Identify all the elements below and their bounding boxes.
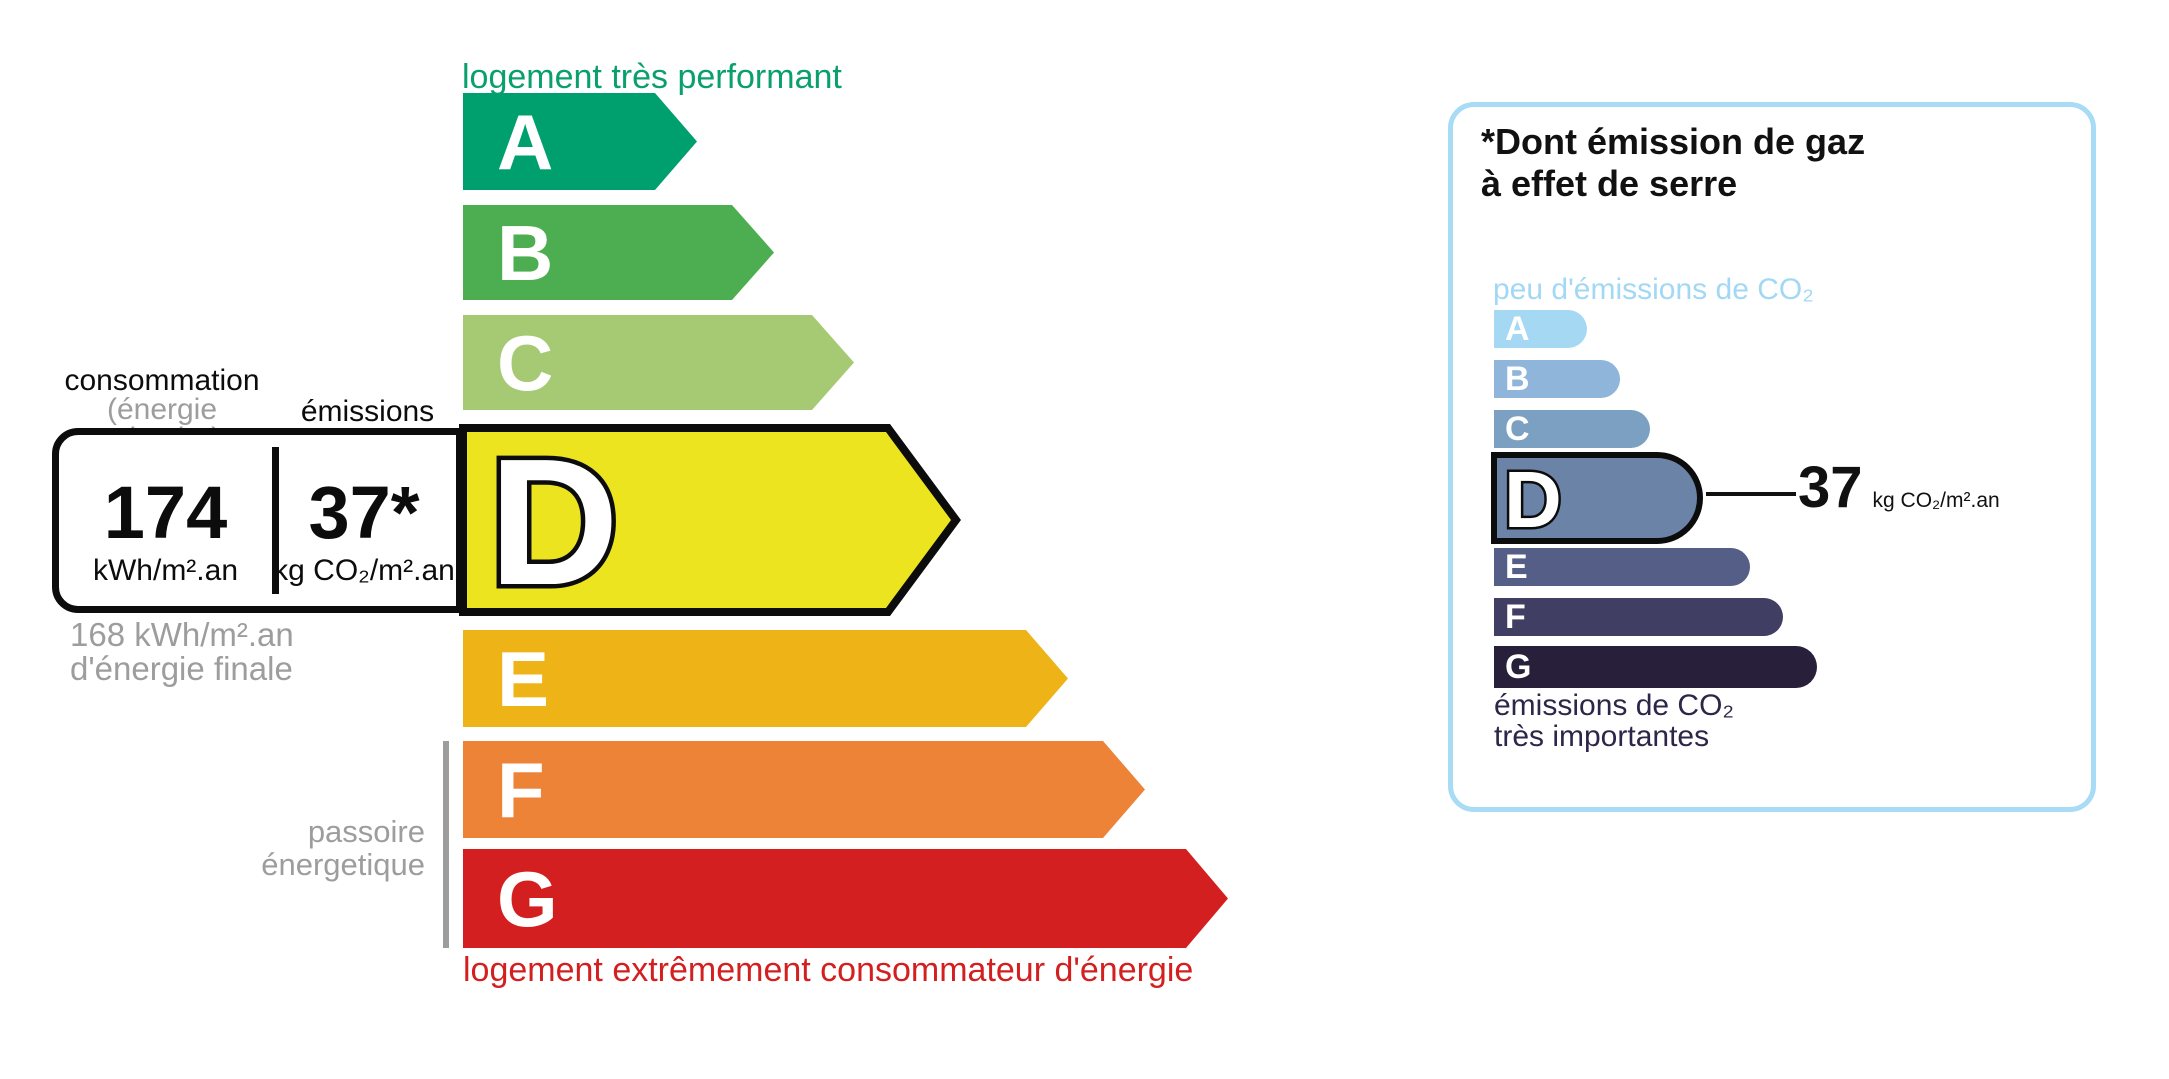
energy-class-letter-d: D — [489, 424, 619, 616]
primary-energy-unit: kWh/m².an — [92, 553, 239, 587]
co2-class-letter-g: G — [1505, 648, 1532, 686]
co2-class-letter-f: F — [1505, 598, 1526, 636]
final-energy-note: 168 kWh/m².an d'énergie finale — [70, 618, 294, 686]
co2-bottom-label-line2: très importantes — [1494, 720, 1710, 753]
energy-top-label: logement très performant — [462, 58, 842, 96]
co2-bottom-label: émissions de CO₂ très importantes — [1494, 690, 1734, 752]
co2-value-unit: kg CO₂/m².an — [1872, 489, 2000, 512]
energy-class-arrow-d — [459, 424, 961, 616]
emissions-header: émissions — [300, 395, 435, 428]
co2-class-bar-d-selected: D — [1491, 452, 1703, 544]
co2-panel-title-line2: à effet de serre — [1481, 163, 1738, 204]
passoire-label-line1: passoire — [307, 814, 425, 849]
energy-class-bar-c: C — [463, 315, 854, 410]
co2-value: 37 — [1798, 455, 1863, 520]
energy-class-letter-g: G — [497, 854, 558, 943]
emissions-value-cell: 37* kg CO₂/m².an — [272, 435, 456, 606]
co2-bottom-label-line1: émissions de CO₂ — [1494, 689, 1735, 722]
energy-class-bar-b: B — [463, 205, 774, 300]
co2-class-letter-a: A — [1505, 310, 1530, 348]
energy-class-letter-c: C — [497, 318, 554, 407]
consumption-header-line1: consommation — [64, 364, 260, 397]
emissions-unit: kg CO₂/m².an — [273, 553, 455, 587]
primary-energy-value: 174 — [103, 470, 228, 554]
co2-value-connector-line — [1706, 492, 1796, 496]
energy-class-letter-a: A — [497, 97, 554, 186]
co2-class-bar-f: F — [1494, 598, 1783, 636]
final-energy-note-line1: 168 kWh/m².an — [70, 616, 294, 653]
energy-class-bar-d-selected: D — [459, 424, 961, 616]
co2-emissions-panel: *Dont émission de gaz à effet de serre p… — [1448, 102, 2096, 812]
co2-class-letter-d: D — [1504, 455, 1562, 544]
passoire-energetique-label: passoire énergetique — [175, 815, 425, 881]
co2-panel-title: *Dont émission de gaz à effet de serre — [1481, 121, 1865, 205]
co2-class-letter-c: C — [1505, 410, 1530, 448]
co2-value-row: 37 kg CO₂/m².an — [1798, 459, 2000, 517]
energy-class-letter-f: F — [497, 745, 545, 834]
co2-class-capsule-d — [1491, 452, 1703, 544]
value-box-divider — [272, 447, 279, 594]
co2-class-letter-b: B — [1505, 360, 1530, 398]
energy-class-letter-b: B — [497, 208, 554, 297]
co2-class-letter-e: E — [1505, 548, 1528, 586]
co2-class-bar-c: C — [1494, 410, 1650, 448]
energy-class-bar-g: G — [463, 849, 1228, 948]
primary-energy-cell: 174 kWh/m².an — [59, 435, 272, 606]
co2-class-bar-g: G — [1494, 646, 1817, 688]
emissions-value: 37* — [308, 470, 420, 554]
co2-class-bar-a: A — [1494, 310, 1587, 348]
energy-bottom-label: logement extrêmement consommateur d'éner… — [463, 951, 1194, 989]
energy-class-bar-e: E — [463, 630, 1068, 727]
energy-class-bar-a: A — [463, 93, 697, 190]
final-energy-note-line2: d'énergie finale — [70, 650, 293, 687]
co2-top-label: peu d'émissions de CO₂ — [1493, 273, 1814, 306]
energy-class-bar-f: F — [463, 741, 1145, 838]
co2-class-bar-e: E — [1494, 548, 1750, 586]
co2-class-bar-b: B — [1494, 360, 1620, 398]
consumption-value-box: 174 kWh/m².an 37* kg CO₂/m².an — [52, 428, 463, 613]
energy-class-letter-e: E — [497, 634, 550, 723]
passoire-bracket-line — [443, 741, 449, 948]
passoire-label-line2: énergetique — [261, 847, 425, 882]
co2-panel-title-line1: *Dont émission de gaz — [1481, 121, 1866, 162]
